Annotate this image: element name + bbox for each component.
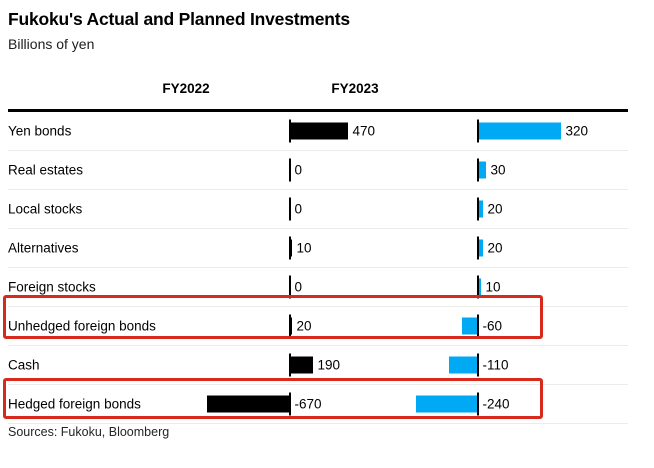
fy2022-bar <box>290 356 313 374</box>
fy2022-axis-tick <box>289 236 291 260</box>
fy2023-axis-tick <box>477 236 479 260</box>
fy2022-axis-tick <box>289 158 291 182</box>
header-divider-line <box>8 109 628 112</box>
fy2023-bar <box>478 122 561 140</box>
fy2023-bar <box>478 239 483 257</box>
fy2023-bar <box>478 161 486 179</box>
fy2022-value: 10 <box>296 240 312 256</box>
fy2022-bar <box>290 239 292 257</box>
fy2022-bar <box>290 317 292 335</box>
column-header-fy2023: FY2023 <box>331 81 379 96</box>
fy2023-value: 30 <box>490 162 506 178</box>
fy2023-axis-tick <box>477 197 479 221</box>
fy2023-axis-tick <box>477 392 479 416</box>
fy2022-value: 0 <box>294 279 303 295</box>
table-row: Yen bonds 470 320 <box>8 112 628 151</box>
row-label: Hedged foreign bonds <box>8 396 141 412</box>
fy2023-value: 20 <box>487 240 503 256</box>
row-label: Unhedged foreign bonds <box>8 318 156 334</box>
row-label: Real estates <box>8 162 84 178</box>
fy2022-axis-tick <box>289 119 291 143</box>
fy2023-axis-tick <box>477 314 479 338</box>
fy2023-axis-tick <box>477 353 479 377</box>
fy2022-bar <box>290 122 348 140</box>
fy2022-axis-tick <box>289 275 291 299</box>
fy2022-value: 470 <box>352 123 376 139</box>
fy2022-value: 0 <box>294 162 303 178</box>
table-row: Foreign stocks 0 10 <box>8 268 628 307</box>
fy2022-value: 190 <box>317 357 341 373</box>
fy2022-axis-tick <box>289 392 291 416</box>
fy2023-axis-tick <box>477 158 479 182</box>
chart-title: Fukoku's Actual and Planned Investments <box>8 9 350 29</box>
column-header-fy2022: FY2022 <box>162 81 210 96</box>
highlight-box-unhedged-foreign-bonds <box>3 295 543 339</box>
fy2022-value: 0 <box>294 201 303 217</box>
table-row: Alternatives 10 20 <box>8 229 628 268</box>
table-row: Local stocks 0 20 <box>8 190 628 229</box>
fy2022-axis-tick <box>289 314 291 338</box>
fy2023-bar <box>478 200 483 218</box>
row-label: Foreign stocks <box>8 279 96 295</box>
highlight-box-hedged-foreign-bonds <box>3 378 543 419</box>
table-row: Hedged foreign bonds -670 -240 <box>8 385 628 424</box>
row-label: Alternatives <box>8 240 79 256</box>
fy2022-value: -670 <box>294 396 322 412</box>
table-row: Real estates 0 30 <box>8 151 628 190</box>
fy2022-axis-tick <box>289 197 291 221</box>
fy2023-value: -110 <box>482 357 509 373</box>
table-row: Unhedged foreign bonds 20 -60 <box>8 307 628 346</box>
fy2023-bar <box>449 356 478 374</box>
fy2023-bar <box>478 278 481 296</box>
table-row: Cash 190 -110 <box>8 346 628 385</box>
fy2023-axis-tick <box>477 275 479 299</box>
sources-attribution: Sources: Fukoku, Bloomberg <box>8 425 170 439</box>
row-label: Local stocks <box>8 201 83 217</box>
fy2023-bar <box>462 317 478 335</box>
fy2022-bar <box>207 395 290 413</box>
chart-subtitle: Billions of yen <box>8 36 95 52</box>
chart-rows: Yen bonds 470 320 Real estates 0 30 Local stoc… <box>8 112 628 424</box>
fy2022-value: 20 <box>296 318 312 334</box>
fy2023-value: 10 <box>485 279 501 295</box>
row-label: Yen bonds <box>8 123 72 139</box>
fy2023-axis-tick <box>477 119 479 143</box>
fy2022-axis-tick <box>289 353 291 377</box>
fy2023-value: -240 <box>482 396 510 412</box>
fy2023-bar <box>416 395 478 413</box>
fy2023-value: 320 <box>565 123 589 139</box>
row-label: Cash <box>8 357 40 373</box>
fy2023-value: 20 <box>487 201 503 217</box>
fy2023-value: -60 <box>482 318 503 334</box>
